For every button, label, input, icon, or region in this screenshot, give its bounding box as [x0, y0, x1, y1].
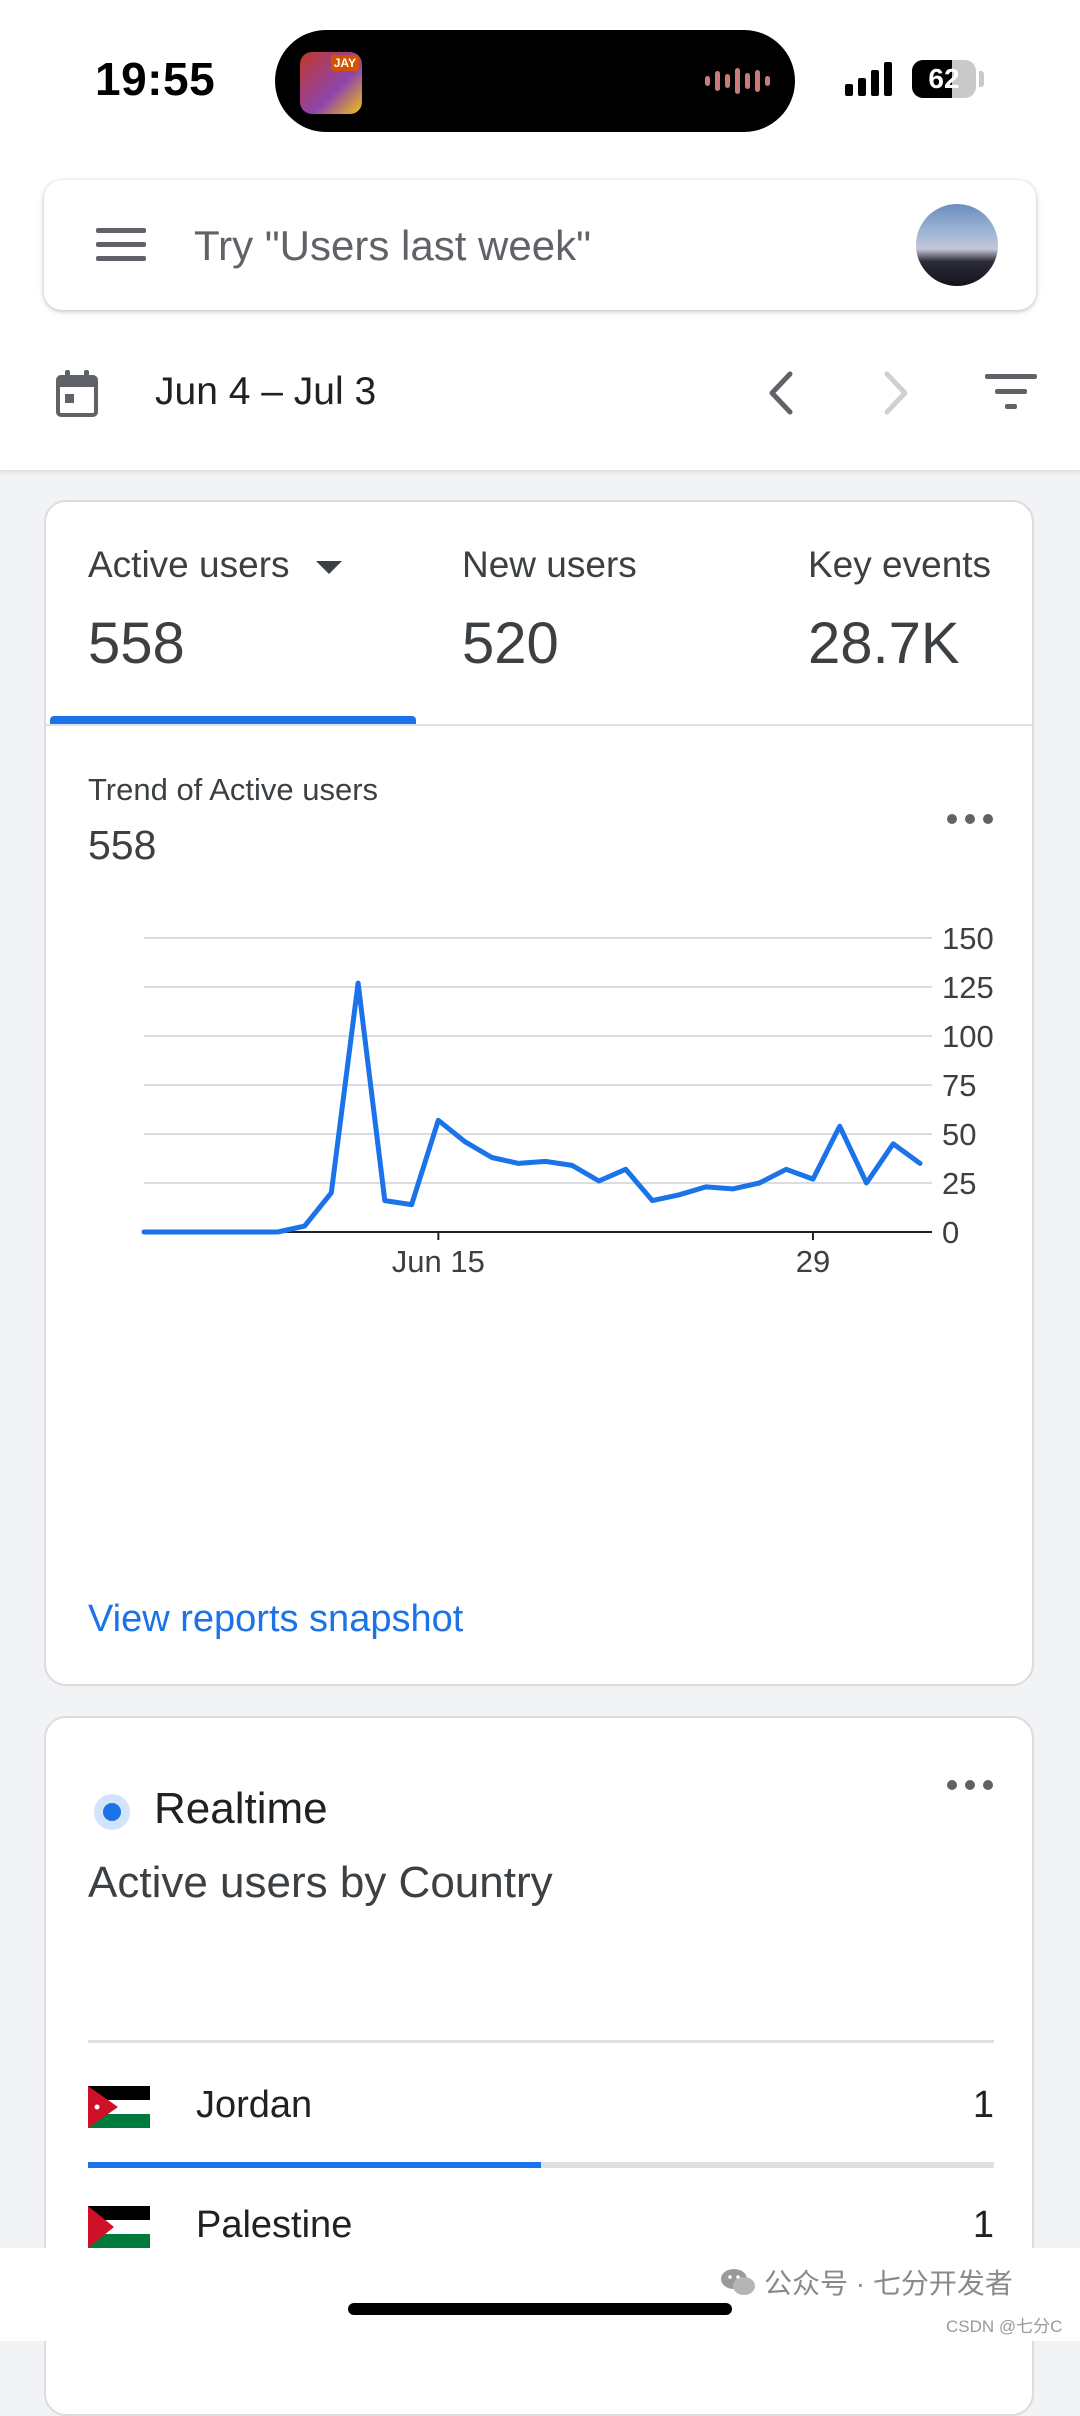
x-tick-label: Jun 15: [392, 1244, 485, 1279]
country-share-bar: [88, 2162, 994, 2168]
menu-icon[interactable]: [96, 228, 146, 262]
series-line-active-users: [141, 980, 923, 1235]
home-indicator[interactable]: [348, 2303, 732, 2315]
watermark: 公众号 · 七分开发者: [720, 2262, 1013, 2302]
y-tick-label: 25: [942, 1166, 976, 1201]
filter-icon[interactable]: [985, 372, 1037, 412]
calendar-icon[interactable]: [55, 370, 99, 418]
watermark-sub: CSDN @七分C: [946, 2317, 1063, 2336]
x-tick-label: 29: [796, 1244, 830, 1279]
country-count: 1: [972, 2084, 994, 2126]
y-tick-label: 100: [942, 1019, 994, 1054]
metric-value: 558: [88, 611, 185, 676]
tab-new-users[interactable]: New users 520: [420, 502, 760, 724]
view-reports-snapshot-link[interactable]: View reports snapshot: [88, 1598, 464, 1640]
tab-divider: [46, 724, 1032, 726]
battery-nub: [979, 71, 984, 87]
dropdown-arrow-icon[interactable]: [314, 558, 344, 576]
tab-active-users[interactable]: Active users 558: [46, 502, 418, 724]
jordan-flag-icon: [88, 2086, 150, 2128]
country-name: Palestine: [196, 2204, 353, 2246]
metric-label: Key events: [808, 544, 992, 585]
realtime-title: Realtime: [154, 1784, 328, 1833]
metric-value: 28.7K: [808, 611, 960, 676]
battery-fill: [912, 60, 952, 98]
battery-level: 62: [928, 63, 960, 94]
palestine-flag-icon: [88, 2206, 150, 2248]
list-divider: [88, 2040, 994, 2043]
status-time: 19:55: [95, 53, 216, 105]
selected-tab-indicator: [50, 716, 416, 724]
more-options-icon[interactable]: [946, 812, 994, 826]
bottom-overlay: [0, 2248, 1080, 2341]
metric-label: New users: [462, 544, 637, 585]
country-row-palestine[interactable]: Palestine 1: [88, 2164, 994, 2274]
y-tick-label: 0: [942, 1215, 959, 1250]
tab-key-events[interactable]: Key events 28.7K: [766, 502, 1032, 724]
trend-label: Trend of Active users: [88, 772, 379, 807]
country-share-fill: [88, 2162, 541, 2168]
y-tick-label: 150: [942, 921, 994, 956]
more-options-icon[interactable]: [946, 1778, 994, 1792]
y-tick-label: 50: [942, 1117, 976, 1152]
metrics-card: Active users 558 New users 520 Key event…: [44, 500, 1034, 1686]
search-input[interactable]: [192, 210, 796, 282]
account-avatar[interactable]: [916, 204, 998, 286]
now-playing-artwork: JAY: [300, 52, 362, 114]
watermark-text: 公众号 · 七分开发者: [764, 2268, 1013, 2299]
active-users-line-chart: 0 25 50 75 100 125 150 Jun 15 29: [141, 921, 994, 1279]
y-tick-label: 75: [942, 1068, 976, 1103]
date-range-selector[interactable]: Jun 4 – Jul 3: [155, 370, 377, 413]
trend-value: 558: [88, 822, 157, 868]
chevron-right-icon[interactable]: [875, 370, 915, 416]
artwork-label: JAY: [330, 55, 359, 71]
realtime-subtitle: Active users by Country: [88, 1858, 553, 1907]
realtime-indicator-icon: [94, 1794, 130, 1830]
country-row-jordan[interactable]: Jordan 1: [88, 2044, 994, 2168]
search-bar: [44, 180, 1036, 310]
battery-icon: 62: [912, 60, 976, 98]
cellular-signal-icon: [845, 62, 892, 96]
audio-wave-icon: [705, 66, 770, 96]
y-tick-label: 125: [942, 970, 994, 1005]
chevron-left-icon[interactable]: [762, 370, 802, 416]
metric-value: 520: [462, 611, 559, 676]
country-count: 1: [972, 2204, 994, 2246]
metric-label: Active users: [88, 544, 344, 586]
wechat-icon: [721, 2269, 755, 2295]
country-name: Jordan: [196, 2084, 313, 2126]
